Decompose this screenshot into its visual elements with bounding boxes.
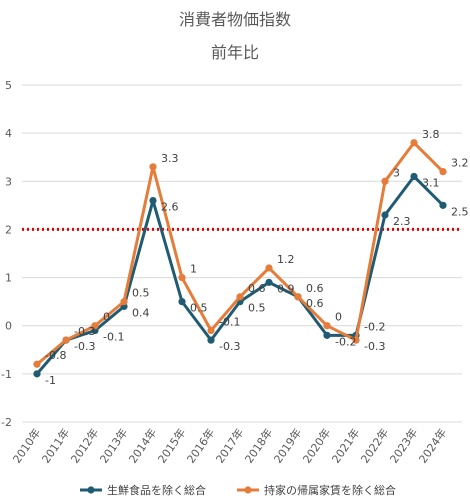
data-point	[323, 331, 331, 339]
data-label: -0.2	[364, 320, 385, 333]
data-label: -1	[45, 374, 56, 387]
data-label: 1.2	[277, 253, 295, 266]
x-tick-label: 2010年	[10, 426, 44, 466]
data-point	[91, 322, 99, 330]
legend-marker	[244, 486, 252, 494]
data-labels: -1 -0.3 -0.1 0.4 2.6 0.5 -0.3 0.5 0.9 0.6 -0.2 -0.2…	[45, 128, 469, 387]
data-point	[33, 360, 41, 368]
x-tick-label: 2021年	[329, 426, 363, 466]
x-tick-label: 2015年	[155, 426, 189, 466]
x-tick-label: 2023年	[387, 426, 421, 466]
x-tick-label: 2019年	[271, 426, 305, 466]
gridlines	[22, 84, 462, 423]
data-label: 2.6	[161, 201, 179, 214]
data-label: 0.5	[248, 302, 266, 315]
data-point	[323, 322, 331, 330]
data-label: 1	[190, 263, 197, 276]
x-tick-label: 2016年	[184, 426, 218, 466]
data-point	[381, 177, 389, 185]
data-point	[207, 336, 215, 344]
data-label: -0.8	[45, 349, 66, 362]
chart-title: 消費者物価指数	[179, 10, 291, 29]
data-point	[410, 172, 418, 181]
x-tick-label: 2017年	[213, 426, 247, 466]
x-tick-label: 2013年	[97, 426, 131, 466]
data-label: 3	[393, 166, 400, 179]
data-point	[265, 264, 273, 272]
data-point	[236, 293, 244, 301]
data-label: 0	[335, 311, 342, 324]
data-point	[149, 163, 157, 171]
x-tick-label: 2020年	[300, 426, 334, 466]
data-label: -0.2	[335, 335, 356, 348]
x-tick-label: 2011年	[39, 426, 73, 466]
data-label: 0.9	[277, 282, 295, 295]
data-label: 0.6	[306, 297, 324, 310]
data-label: 0.5	[190, 302, 208, 315]
data-label: -0.3	[74, 325, 95, 338]
data-point	[33, 370, 41, 378]
data-point	[410, 139, 418, 147]
legend-label: 持家の帰属家賃を除く総合	[264, 483, 396, 497]
legend: 生鮮食品を除く総合 持家の帰属家賃を除く総合	[80, 483, 396, 497]
y-tick-label: 0	[5, 320, 12, 333]
data-point	[149, 196, 157, 205]
data-point	[352, 336, 360, 344]
data-label: 2.3	[393, 215, 411, 228]
data-label: 0.6	[306, 282, 324, 295]
data-point	[439, 168, 447, 176]
y-tick-label: -2	[1, 416, 12, 429]
data-label: -0.3	[364, 340, 385, 353]
data-point	[120, 298, 128, 306]
x-axis-ticks: 2010年2011年2012年2013年2014年2015年2016年2017年…	[10, 426, 450, 466]
data-point	[207, 326, 215, 335]
x-tick-label: 2012年	[68, 426, 102, 466]
y-tick-label: 2	[5, 223, 12, 236]
legend-marker	[87, 486, 95, 494]
y-tick-label: 1	[5, 272, 12, 285]
data-label: 3.8	[422, 128, 440, 141]
x-tick-label: 2014年	[126, 426, 160, 466]
y-axis-ticks: -2 -1 0 1 2 3 4 5	[1, 79, 12, 429]
data-label: 3.3	[161, 152, 179, 165]
data-point	[294, 293, 302, 301]
legend-label: 生鮮食品を除く総合	[107, 483, 206, 497]
data-point	[178, 273, 186, 282]
x-tick-label: 2018年	[242, 426, 276, 466]
y-tick-label: 5	[5, 79, 12, 92]
series-group	[33, 139, 447, 378]
data-point	[62, 336, 70, 344]
y-tick-label: -1	[1, 368, 12, 381]
data-label: 0	[103, 311, 110, 324]
data-label: 3.1	[422, 176, 440, 189]
data-label: 0.5	[132, 287, 150, 300]
x-tick-label: 2022年	[358, 426, 392, 466]
x-tick-label: 2024年	[416, 426, 450, 466]
data-point	[381, 211, 389, 219]
data-label: 3.2	[451, 157, 469, 170]
data-label: -0.1	[103, 331, 124, 344]
data-label: -0.1	[219, 316, 240, 329]
chart-subtitle: 前年比	[211, 43, 259, 62]
data-label: 0.4	[132, 306, 150, 319]
data-label: -0.3	[74, 340, 95, 353]
y-tick-label: 3	[5, 175, 12, 188]
data-label: -0.3	[219, 340, 240, 353]
data-point	[265, 278, 273, 286]
data-label: 2.5	[451, 205, 469, 218]
data-point	[178, 298, 186, 306]
data-label: 0.6	[248, 282, 266, 295]
data-point	[439, 201, 447, 209]
y-tick-label: 4	[5, 127, 12, 140]
